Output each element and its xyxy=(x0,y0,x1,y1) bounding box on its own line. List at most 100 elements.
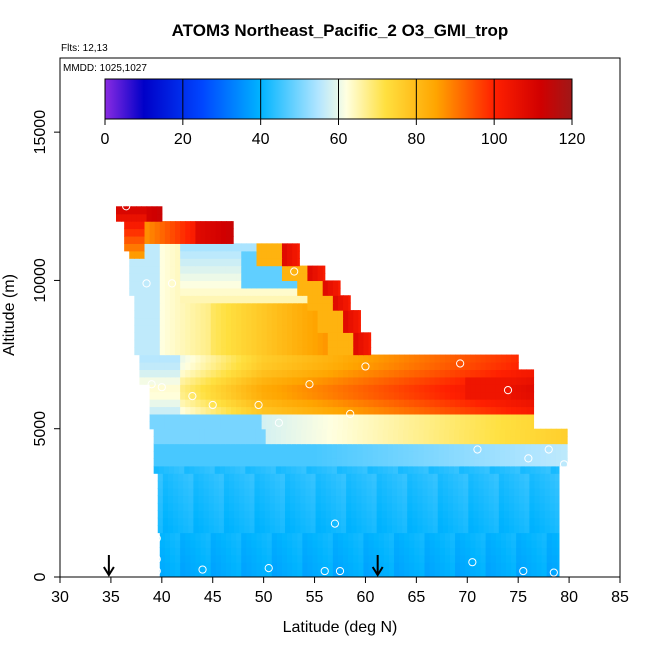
heatmap-cell xyxy=(465,399,471,408)
heatmap-cell xyxy=(388,539,395,548)
heatmap-cell xyxy=(276,302,283,311)
heatmap-cell xyxy=(419,413,426,422)
heatmap-cell xyxy=(387,458,394,467)
heatmap-cell xyxy=(397,488,403,497)
heatmap-cell xyxy=(134,347,141,356)
heatmap-cell xyxy=(251,384,258,393)
heatmap-cell xyxy=(296,465,302,474)
heatmap-cell xyxy=(198,517,205,526)
heatmap-cell xyxy=(343,384,349,393)
heatmap-cell xyxy=(231,532,237,541)
heatmap-cell xyxy=(366,517,373,526)
heatmap-cell xyxy=(315,495,322,504)
heatmap-cell xyxy=(449,547,456,556)
heatmap-cell xyxy=(256,258,263,267)
heatmap-cell xyxy=(210,384,217,393)
heatmap-cell xyxy=(185,547,191,556)
heatmap-cell xyxy=(292,332,298,341)
heatmap-cell xyxy=(480,361,487,370)
heatmap-cell xyxy=(361,488,368,497)
heatmap-cell xyxy=(432,488,439,497)
heatmap-cell xyxy=(266,384,273,393)
heatmap-cell xyxy=(500,554,507,563)
heatmap-cell xyxy=(388,384,395,393)
heatmap-cell xyxy=(351,510,357,519)
heatmap-cell xyxy=(372,443,379,452)
heatmap-cell xyxy=(312,421,319,430)
heatmap-cell xyxy=(200,413,207,422)
heatmap-cell xyxy=(144,369,151,378)
heatmap-cell xyxy=(205,361,212,370)
heatmap-cell xyxy=(246,250,253,259)
heatmap-cell xyxy=(348,317,354,326)
colorbar-tick-label: 100 xyxy=(481,131,508,148)
heatmap-cell xyxy=(297,391,303,400)
heatmap-cell xyxy=(185,273,191,282)
heatmap-cell xyxy=(480,421,487,430)
heatmap-cell xyxy=(546,562,553,571)
heatmap-cell xyxy=(429,539,436,548)
heatmap-cell xyxy=(409,361,415,370)
heatmap-cell xyxy=(459,465,465,474)
heatmap-cell xyxy=(549,510,556,519)
heatmap-cell xyxy=(353,406,359,415)
heatmap-cell xyxy=(297,332,303,341)
heatmap-cell xyxy=(337,361,344,370)
heatmap-cell xyxy=(169,235,176,244)
heatmap-cell xyxy=(178,517,184,526)
heatmap-cell xyxy=(470,376,477,385)
heatmap-cell xyxy=(368,376,375,385)
heatmap-cell xyxy=(321,443,328,452)
heatmap-cell xyxy=(307,273,314,282)
heatmap-cell xyxy=(287,302,293,311)
heatmap-cell xyxy=(320,480,327,489)
heatmap-cell xyxy=(149,302,156,311)
heatmap-cell xyxy=(275,428,282,437)
heatmap-cell xyxy=(376,488,383,497)
heatmap-cell xyxy=(295,525,301,534)
heatmap-cell xyxy=(175,421,181,430)
heatmap-cell xyxy=(399,354,405,363)
heatmap-cell xyxy=(266,243,273,252)
heatmap-cell xyxy=(139,273,146,282)
heatmap-cell xyxy=(287,376,293,385)
heatmap-cell xyxy=(220,399,227,408)
heatmap-cell xyxy=(175,532,181,541)
heatmap-cell xyxy=(418,450,425,459)
heatmap-cell xyxy=(292,562,298,571)
heatmap-cell xyxy=(210,539,217,548)
heatmap-cell xyxy=(444,413,451,422)
heatmap-cell xyxy=(327,413,334,422)
heatmap-cell xyxy=(529,510,536,519)
heatmap-cell xyxy=(413,436,419,445)
heatmap-cell xyxy=(300,473,306,482)
heatmap-cell xyxy=(330,517,337,526)
heatmap-cell xyxy=(231,391,237,400)
heatmap-cell xyxy=(549,480,556,489)
heatmap-cell xyxy=(297,243,300,252)
heatmap-cell xyxy=(322,287,329,296)
heatmap-cell xyxy=(484,428,491,437)
heatmap-cell xyxy=(444,539,451,548)
heatmap-cell xyxy=(251,347,258,356)
heatmap-cell xyxy=(190,361,197,370)
heatmap-cell xyxy=(292,273,298,282)
heatmap-cell xyxy=(521,569,527,577)
heatmap-cell xyxy=(194,428,201,437)
heatmap-cell xyxy=(311,458,318,467)
heatmap-cell xyxy=(500,369,507,378)
heatmap-cell xyxy=(215,532,222,541)
heatmap-cell xyxy=(261,339,268,348)
heatmap-cell xyxy=(515,436,521,445)
heatmap-cell xyxy=(280,443,287,452)
heatmap-cell xyxy=(475,399,482,408)
heatmap-cell xyxy=(205,354,212,363)
heatmap-cell xyxy=(566,450,568,459)
heatmap-cell xyxy=(534,502,541,511)
heatmap-cell xyxy=(414,399,421,408)
heatmap-cell xyxy=(407,480,413,489)
heatmap-cell xyxy=(363,332,370,341)
heatmap-cell xyxy=(495,361,502,370)
heatmap-cell xyxy=(200,228,207,237)
heatmap-cell xyxy=(322,295,329,304)
